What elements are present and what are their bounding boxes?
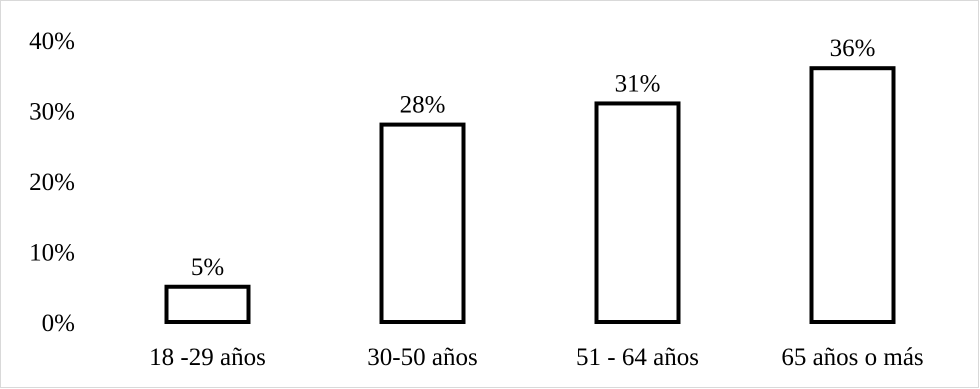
data-label: 31% xyxy=(615,70,661,97)
data-label: 5% xyxy=(191,254,224,281)
data-label: 36% xyxy=(830,35,876,62)
y-tick-label: 40% xyxy=(29,28,75,55)
y-tick-label: 30% xyxy=(29,99,75,126)
y-tick-label: 10% xyxy=(29,240,75,267)
category-label: 65 años o más xyxy=(781,344,923,371)
category-label: 51 - 64 años xyxy=(576,344,699,371)
category-label: 18 -29 años xyxy=(149,344,266,371)
data-label: 28% xyxy=(400,92,446,119)
bar xyxy=(379,122,466,324)
bar xyxy=(594,101,681,324)
category-label: 30-50 años xyxy=(367,344,477,371)
y-tick-label: 20% xyxy=(29,169,75,196)
y-tick-label: 0% xyxy=(42,310,75,337)
bar xyxy=(164,284,251,324)
bar xyxy=(809,66,896,324)
